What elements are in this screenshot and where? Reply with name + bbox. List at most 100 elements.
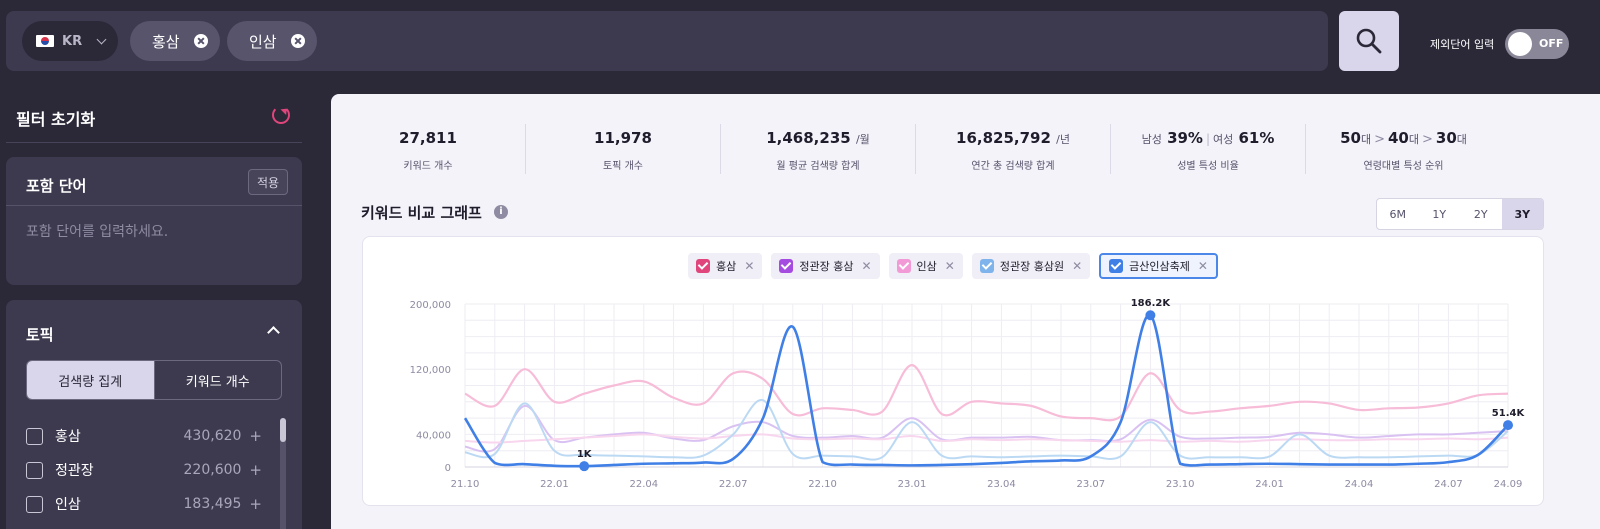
chevron-down-icon — [96, 34, 107, 44]
stat-label: 월 평균 검색량 합계 — [776, 161, 860, 172]
stat-gender-ratio: 남성 39% | 여성 61% 성별 특성 비율 — [1111, 124, 1306, 174]
stat-label: 연령대별 특성 순위 — [1363, 161, 1444, 172]
include-input[interactable]: 포함 단어를 입력하세요. — [26, 224, 169, 240]
data-point — [1503, 420, 1513, 431]
stat-unit: /월 — [855, 133, 870, 146]
x-tick-label: 24.09 — [1494, 479, 1523, 490]
period-3y[interactable]: 3Y — [1501, 199, 1543, 229]
plus-icon[interactable]: + — [249, 495, 262, 513]
stat-label: 성별 특성 비율 — [1177, 161, 1239, 172]
topic-panel: 토픽 검색량 집계 키워드 개수 홍삼 430,620 + 정관장 220,60… — [6, 300, 302, 529]
close-icon[interactable]: ✕ — [944, 259, 955, 273]
x-tick-label: 24.01 — [1255, 479, 1284, 490]
age-unit: 대 — [1360, 133, 1372, 146]
checkbox[interactable] — [26, 461, 43, 479]
checkbox-checked-icon[interactable] — [979, 259, 994, 273]
chart-legend: 홍삼 ✕ 정관장 홍삼 ✕ 인삼 ✕ 정관장 홍삼원 ✕ 금산인삼축제 ✕ — [363, 253, 1543, 279]
x-tick-label: 24.04 — [1345, 479, 1374, 490]
legend-item[interactable]: 정관장 홍삼원 ✕ — [971, 253, 1091, 279]
legend-item[interactable]: 홍삼 ✕ — [688, 253, 763, 279]
topic-label: 인삼 — [55, 497, 81, 513]
age-unit: 대 — [1456, 133, 1467, 146]
remove-tag-icon[interactable] — [290, 34, 305, 48]
plus-icon[interactable]: + — [249, 461, 262, 479]
search-tag-label: 인삼 — [249, 32, 277, 51]
list-item[interactable]: 정관장 220,600 + — [26, 460, 262, 480]
stat-value: 1,468,235 — [766, 129, 851, 147]
scrollbar-track[interactable] — [280, 418, 286, 529]
period-6m[interactable]: 6M — [1389, 207, 1407, 221]
close-icon[interactable]: ✕ — [861, 259, 872, 273]
search-tag[interactable]: 인삼 — [227, 21, 317, 61]
data-point — [579, 461, 590, 472]
x-tick-label: 23.01 — [898, 479, 927, 490]
plus-icon[interactable]: + — [249, 427, 262, 445]
chevron-up-icon[interactable] — [267, 326, 280, 339]
search-button[interactable] — [1339, 11, 1399, 71]
x-tick-label: 21.10 — [451, 479, 480, 490]
period-1y[interactable]: 1Y — [1432, 207, 1447, 221]
chart-card: 홍삼 ✕ 정관장 홍삼 ✕ 인삼 ✕ 정관장 홍삼원 ✕ 금산인삼축제 ✕ 0 40,000… — [362, 236, 1544, 506]
y-tick-label: 0 — [445, 463, 451, 474]
refresh-icon[interactable] — [272, 106, 290, 124]
y-tick-label: 200,000 — [410, 300, 451, 311]
close-icon[interactable]: ✕ — [744, 259, 755, 273]
filter-reset-label: 필터 초기화 — [16, 110, 96, 129]
korea-flag-icon — [36, 35, 54, 47]
tab-search-volume[interactable]: 검색량 집계 — [27, 361, 154, 399]
search-tag[interactable]: 홍삼 — [130, 21, 220, 61]
list-item[interactable]: 홍삼 430,620 + — [26, 426, 262, 446]
checkbox-checked-icon[interactable] — [779, 259, 794, 273]
data-label: 51.4K — [1492, 408, 1526, 419]
info-icon[interactable]: i — [494, 205, 508, 219]
legend-item[interactable]: 정관장 홍삼 ✕ — [771, 253, 880, 279]
x-tick-label: 23.07 — [1076, 479, 1105, 490]
legend-item[interactable]: 금산인삼축제 ✕ — [1099, 253, 1218, 279]
stat-unit: /년 — [1056, 133, 1070, 146]
stats-row: 27,811 키워드 개수 11,978 토픽 개수 1,468,235 /월 … — [331, 124, 1541, 174]
stat-label: 연간 총 검색량 합계 — [971, 161, 1055, 172]
female-label: 여성 — [1213, 133, 1234, 146]
data-label: 1K — [577, 449, 593, 460]
legend-label: 인삼 — [916, 260, 937, 273]
checkbox[interactable] — [26, 427, 43, 445]
list-item[interactable]: 인삼 183,495 + — [26, 494, 262, 514]
panel-divider — [6, 205, 302, 206]
checkbox-checked-icon[interactable] — [696, 259, 711, 273]
stat-age-rank: 50대 >40대 >30대 연령대별 특성 순위 — [1306, 124, 1501, 174]
legend-label: 금산인삼축제 — [1129, 260, 1190, 273]
scrollbar-thumb[interactable] — [280, 418, 286, 442]
stat-value: 27,811 — [399, 129, 457, 147]
period-2y[interactable]: 2Y — [1473, 207, 1488, 221]
legend-label: 정관장 홍삼원 — [999, 260, 1065, 273]
close-icon[interactable]: ✕ — [1072, 259, 1083, 273]
age-rank-1: 50 — [1340, 129, 1361, 147]
checkbox-checked-icon[interactable] — [896, 259, 911, 273]
legend-item[interactable]: 인삼 ✕ — [888, 253, 963, 279]
exclude-toggle[interactable]: OFF — [1505, 29, 1569, 59]
topic-count: 220,600 — [183, 462, 242, 478]
toggle-knob — [1508, 32, 1532, 56]
female-value: 61% — [1238, 129, 1275, 147]
checkbox[interactable] — [26, 495, 43, 513]
stat-monthly-volume: 1,468,235 /월 월 평균 검색량 합계 — [721, 124, 916, 174]
stat-label: 키워드 개수 — [403, 161, 453, 172]
topic-title: 토픽 — [26, 326, 54, 344]
x-tick-label: 23.04 — [987, 479, 1016, 490]
close-icon[interactable]: ✕ — [1197, 259, 1208, 273]
remove-tag-icon[interactable] — [193, 34, 208, 48]
apply-button[interactable]: 적용 — [248, 169, 288, 195]
tab-keyword-count[interactable]: 키워드 개수 — [153, 361, 282, 399]
period-selector: 6M 1Y 2Y 3Y — [1376, 198, 1544, 230]
data-label: 186.2K — [1131, 298, 1172, 309]
country-select[interactable]: KR — [22, 21, 118, 61]
age-unit: 대 — [1408, 133, 1419, 146]
topic-label: 정관장 — [55, 463, 94, 479]
topic-count: 430,620 — [183, 428, 242, 444]
y-tick-label: 40,000 — [416, 430, 451, 441]
stat-yearly-volume: 16,825,792 /년 연간 총 검색량 합계 — [916, 124, 1111, 174]
checkbox-checked-icon[interactable] — [1109, 259, 1124, 273]
age-rank-3: 30 — [1435, 129, 1457, 147]
data-point — [1145, 310, 1156, 321]
series-line-1 — [464, 404, 1509, 453]
